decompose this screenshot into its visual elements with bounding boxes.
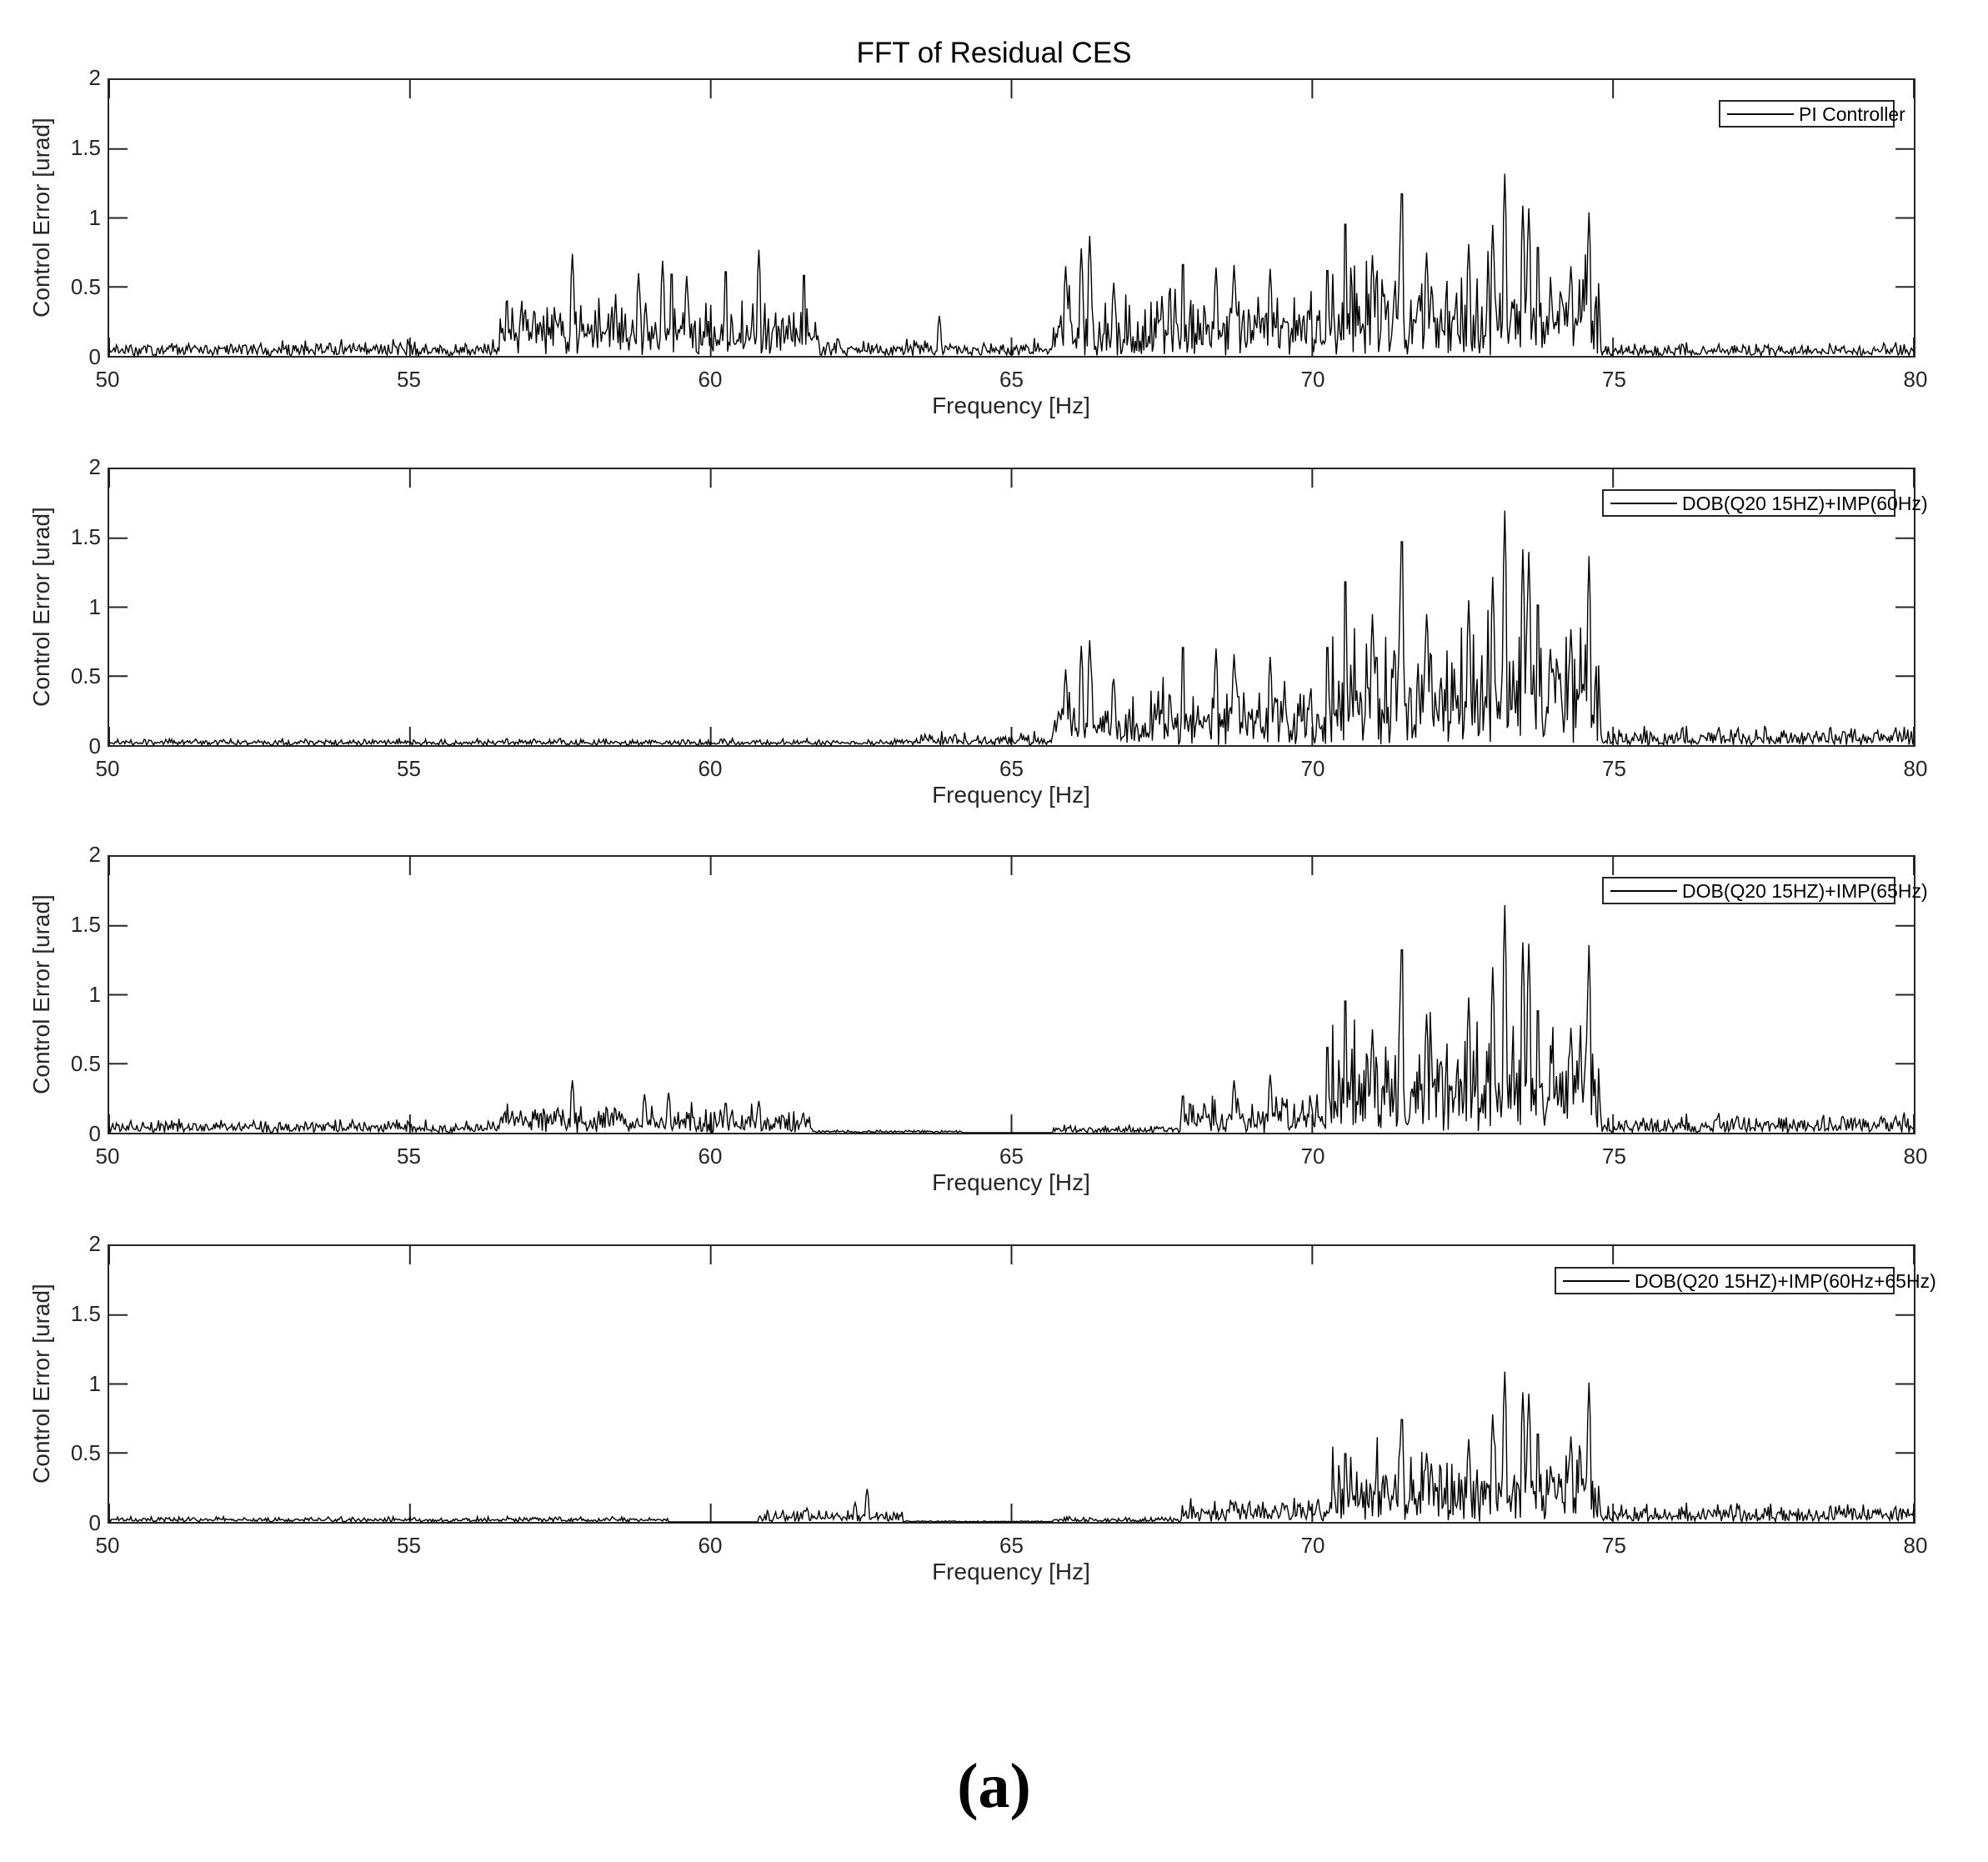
legend-label: DOB(Q20 15HZ)+IMP(60Hz+65Hz) (1635, 1270, 1936, 1292)
legend-label: PI Controller (1799, 103, 1905, 125)
ytick-label: 0 (88, 1510, 101, 1535)
xtick-label: 80 (1903, 1144, 1928, 1169)
xtick-label: 65 (999, 1533, 1024, 1558)
ytick-label: 0.5 (70, 274, 101, 300)
figure-title: FFT of Residual CES (856, 37, 1132, 69)
x-axis-label: Frequency [Hz] (932, 1169, 1090, 1195)
xtick-label: 60 (698, 367, 723, 392)
xtick-label: 70 (1300, 756, 1325, 781)
xtick-label: 70 (1300, 367, 1325, 392)
xtick-label: 55 (397, 1533, 421, 1558)
y-axis-label: Control Error [urad] (28, 894, 54, 1094)
xtick-label: 55 (397, 367, 421, 392)
ytick-label: 1 (88, 1370, 101, 1396)
xtick-label: 55 (397, 1144, 421, 1169)
figure-caption: (a) (957, 1751, 1031, 1821)
ytick-label: 2 (88, 65, 101, 90)
fft-line-plot (108, 80, 1915, 358)
ytick-label: 1 (88, 204, 101, 230)
ytick-label: 0.5 (70, 1440, 101, 1466)
ytick-label: 2 (88, 842, 101, 867)
xtick-label: 70 (1300, 1533, 1325, 1558)
xtick-label: 75 (1602, 1533, 1626, 1558)
xtick-label: 60 (698, 1144, 723, 1169)
ytick-label: 0 (88, 344, 101, 369)
ytick-label: 2 (88, 1231, 101, 1256)
legend-line-swatch (1727, 113, 1794, 115)
fft-series-line (108, 904, 1915, 1135)
xtick-label: 80 (1903, 367, 1928, 392)
xtick-label: 80 (1903, 756, 1928, 781)
ytick-label: 1.5 (70, 134, 101, 160)
axis-ticks (108, 857, 1915, 1133)
legend: DOB(Q20 15HZ)+IMP(65Hz) (1602, 877, 1928, 904)
legend-label: DOB(Q20 15HZ)+IMP(60Hz) (1682, 493, 1928, 514)
xtick-label: 50 (95, 1533, 120, 1558)
xtick-label: 50 (95, 756, 120, 781)
xtick-label: 65 (999, 1144, 1024, 1169)
y-axis-label: Control Error [urad] (28, 507, 54, 707)
x-axis-label: Frequency [Hz] (932, 782, 1090, 808)
ytick-label: 1.5 (70, 523, 101, 549)
fft-series-line (108, 510, 1915, 748)
ytick-label: 1.5 (70, 911, 101, 937)
y-axis-label: Control Error [urad] (28, 1284, 54, 1484)
ytick-label: 2 (88, 454, 101, 479)
legend: DOB(Q20 15HZ)+IMP(60Hz+65Hz) (1555, 1267, 1936, 1294)
plot-area (108, 78, 1915, 358)
xtick-label: 55 (397, 756, 421, 781)
x-axis-label: Frequency [Hz] (932, 1559, 1090, 1584)
ytick-label: 1 (88, 593, 101, 619)
ytick-label: 1 (88, 981, 101, 1007)
ytick-label: 0.5 (70, 663, 101, 689)
xtick-label: 65 (999, 367, 1024, 392)
fft-line-plot (108, 1246, 1915, 1524)
xtick-label: 75 (1602, 756, 1626, 781)
legend-line-swatch (1610, 503, 1677, 504)
xtick-label: 70 (1300, 1144, 1325, 1169)
ytick-label: 0 (88, 733, 101, 758)
axis-ticks (108, 469, 1915, 745)
legend: PI Controller (1719, 100, 1905, 128)
axis-ticks (108, 80, 1915, 356)
legend-label: DOB(Q20 15HZ)+IMP(65Hz) (1682, 880, 1928, 902)
xtick-label: 50 (95, 1144, 120, 1169)
fft-series-line (108, 1371, 1915, 1524)
ytick-label: 0 (88, 1121, 101, 1146)
xtick-label: 80 (1903, 1533, 1928, 1558)
legend-line-swatch (1563, 1280, 1630, 1282)
fft-line-plot (108, 469, 1915, 748)
fft-series-line (108, 173, 1915, 358)
y-axis-label: Control Error [urad] (28, 118, 54, 318)
legend: DOB(Q20 15HZ)+IMP(60Hz) (1602, 489, 1928, 517)
xtick-label: 60 (698, 756, 723, 781)
xtick-label: 60 (698, 1533, 723, 1558)
xtick-label: 75 (1602, 367, 1626, 392)
legend-line-swatch (1610, 890, 1677, 892)
ytick-label: 1.5 (70, 1300, 101, 1326)
xtick-label: 75 (1602, 1144, 1626, 1169)
xtick-label: 65 (999, 756, 1024, 781)
axis-ticks (108, 1246, 1915, 1522)
x-axis-label: Frequency [Hz] (932, 393, 1090, 418)
ytick-label: 0.5 (70, 1051, 101, 1077)
fft-line-plot (108, 857, 1915, 1135)
xtick-label: 50 (95, 367, 120, 392)
